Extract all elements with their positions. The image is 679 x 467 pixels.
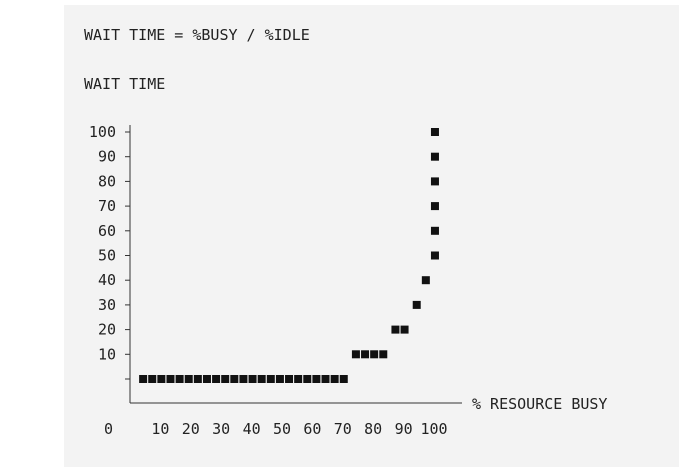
data-point — [421, 276, 430, 285]
chart-panel: WAIT TIME = %BUSY / %IDLE WAIT TIME % RE… — [64, 5, 679, 467]
x-tick-labels: 10 20 30 40 50 60 70 80 90 100 — [151, 420, 447, 438]
data-point — [430, 202, 439, 211]
data-point — [285, 375, 294, 383]
x-tick-label: 30 — [212, 420, 230, 438]
x-axis-label: % RESOURCE BUSY — [472, 395, 607, 413]
x-tick-label: 80 — [364, 420, 382, 438]
data-point — [139, 375, 148, 383]
data-point — [400, 325, 409, 334]
x-tick-label: 60 — [303, 420, 321, 438]
data-point — [166, 375, 175, 383]
x-origin-label: 0 — [104, 420, 113, 438]
y-tick-label: 20 — [98, 321, 116, 339]
data-point — [266, 375, 275, 383]
data-point — [430, 128, 439, 136]
data-point — [239, 375, 248, 383]
y-tick-label: 60 — [98, 222, 116, 240]
x-tick-label: 20 — [182, 420, 200, 438]
data-point — [430, 177, 439, 186]
data-point — [230, 375, 239, 383]
y-tick-labels: 10 20 30 40 50 60 70 80 90 100 — [89, 123, 130, 380]
y-tick-label: 80 — [98, 172, 116, 190]
data-point — [193, 375, 202, 383]
data-point — [202, 375, 211, 383]
data-point — [257, 375, 266, 383]
wait-time-chart: WAIT TIME = %BUSY / %IDLE WAIT TIME % RE… — [84, 26, 607, 438]
data-points — [139, 128, 439, 383]
data-point — [430, 251, 439, 260]
y-tick-label: 70 — [98, 197, 116, 215]
data-point — [212, 375, 221, 383]
data-point — [175, 375, 184, 383]
data-point — [430, 226, 439, 235]
x-tick-label: 70 — [334, 420, 352, 438]
data-point — [148, 375, 157, 383]
axes — [129, 125, 462, 404]
data-point — [221, 375, 230, 383]
data-point — [351, 350, 360, 359]
chart-title: WAIT TIME = %BUSY / %IDLE — [84, 26, 310, 44]
data-point — [275, 375, 284, 383]
y-tick-label: 50 — [98, 247, 116, 265]
data-point — [339, 375, 348, 383]
data-point — [312, 375, 321, 383]
data-point — [321, 375, 330, 383]
data-point — [248, 375, 257, 383]
data-point — [430, 152, 439, 161]
data-point — [379, 350, 388, 359]
data-point — [361, 350, 370, 359]
x-tick-label: 100 — [420, 420, 447, 438]
x-tick-label: 10 — [151, 420, 169, 438]
y-tick-label: 40 — [98, 271, 116, 289]
x-tick-label: 90 — [395, 420, 413, 438]
data-point — [294, 375, 303, 383]
x-tick-label: 40 — [243, 420, 261, 438]
data-point — [370, 350, 379, 359]
data-point — [391, 325, 400, 334]
y-tick-label: 30 — [98, 296, 116, 314]
y-axis-label: WAIT TIME — [84, 75, 165, 93]
data-point — [303, 375, 312, 383]
data-point — [412, 300, 421, 309]
y-tick-label: 90 — [98, 148, 116, 166]
y-tick-label: 10 — [98, 345, 116, 363]
x-tick-label: 50 — [273, 420, 291, 438]
y-tick-label: 100 — [89, 123, 116, 141]
data-point — [330, 375, 339, 383]
data-point — [184, 375, 193, 383]
data-point — [157, 375, 166, 383]
